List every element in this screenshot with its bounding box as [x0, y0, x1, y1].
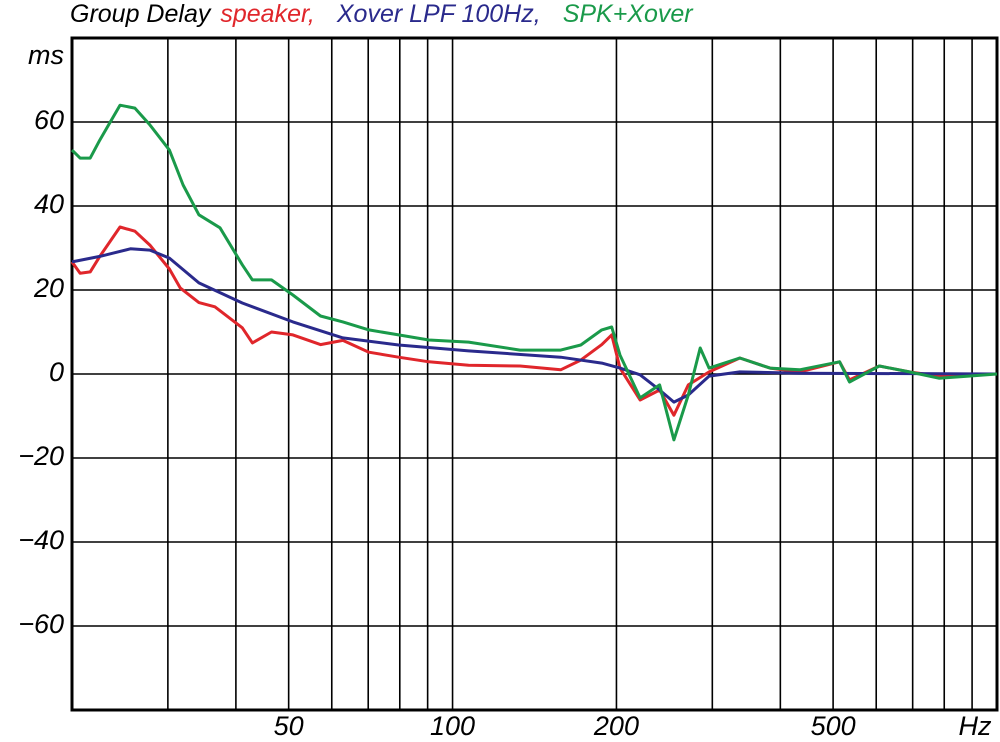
legend-entry: SPK+Xover [563, 0, 695, 28]
legend-entry: speaker, [220, 0, 315, 28]
x-tick-label: 50 [274, 711, 304, 741]
y-unit-label: ms [28, 40, 64, 70]
title-text: Group Delay [70, 0, 212, 28]
y-tick-label: 60 [34, 105, 64, 135]
series-line [71, 247, 998, 404]
x-tick-label: 200 [593, 711, 639, 741]
x-tick-label: 500 [811, 711, 856, 741]
x-tick-label: 100 [430, 711, 475, 741]
y-tick-label: 20 [33, 273, 64, 303]
y-tick-label: 40 [34, 189, 64, 219]
legend-entry: Xover LPF 100Hz, [336, 0, 541, 28]
x-unit-label: Hz [959, 711, 992, 741]
series-line [70, 225, 997, 417]
series-line [70, 103, 998, 442]
y-tick-label: 0 [49, 357, 64, 387]
chart-title: Group Delay speaker, Xover LPF 100Hz, SPK+X… [70, 0, 694, 28]
y-tick-label: −20 [18, 441, 64, 471]
y-tick-label: −60 [18, 609, 64, 639]
y-tick-label: −40 [18, 525, 64, 555]
